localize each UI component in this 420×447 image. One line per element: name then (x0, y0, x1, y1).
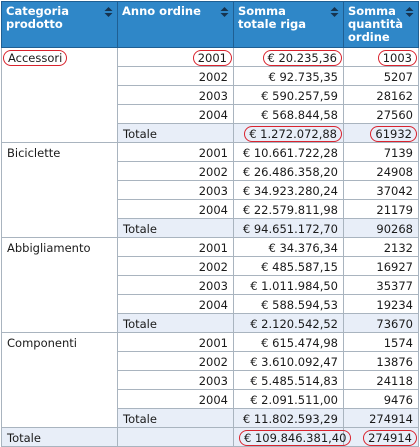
column-header-year[interactable]: Anno ordine (118, 2, 234, 48)
line-total-cell: € 92.735,35 (234, 67, 344, 86)
highlight-circle: € 109.846.381,40 (239, 430, 351, 446)
subtotal-line-total: € 1.272.072,88 (234, 124, 344, 143)
line-total-cell: € 22.579.811,98 (234, 200, 344, 219)
year-cell: 2001 (118, 48, 234, 67)
highlight-circle: Accessori (3, 50, 67, 66)
quantity-cell: 35377 (344, 276, 419, 295)
year-cell: 2004 (118, 390, 234, 409)
column-header-label: Anno ordine (122, 5, 229, 18)
quantity-cell: 1003 (344, 48, 419, 67)
quantity-cell: 24908 (344, 162, 419, 181)
year-cell: 2003 (118, 371, 234, 390)
year-cell: 2001 (118, 143, 234, 162)
line-total-cell: € 10.661.722,28 (234, 143, 344, 162)
quantity-cell: 21179 (344, 200, 419, 219)
subtotal-label: Totale (118, 314, 234, 333)
line-total-cell: € 5.485.514,83 (234, 371, 344, 390)
table-row: Componenti 2001 € 615.474,98 1574 (2, 333, 419, 352)
quantity-cell: 37042 (344, 181, 419, 200)
subtotal-line-total: € 94.651.172,70 (234, 219, 344, 238)
year-cell: 2002 (118, 352, 234, 371)
year-cell: 2001 (118, 333, 234, 352)
line-total-cell: € 590.257,59 (234, 86, 344, 105)
header-row: Categoria prodotto Anno ordine Somma tot… (2, 2, 419, 48)
grand-total-row: Totale € 109.846.381,40 274914 (2, 428, 419, 447)
sort-updown-icon[interactable] (330, 7, 339, 17)
quantity-cell: 19234 (344, 295, 419, 314)
year-cell: 2001 (118, 238, 234, 257)
grand-total-line-total: € 109.846.381,40 (234, 428, 344, 447)
highlight-circle: 61932 (370, 126, 417, 142)
pivot-body: Accessori 2001 € 20.235,36 1003 2002 € 92.735… (2, 48, 419, 447)
subtotal-quantity: 61932 (344, 124, 419, 143)
line-total-cell: € 485.587,15 (234, 257, 344, 276)
quantity-cell: 2132 (344, 238, 419, 257)
table-row: Abbigliamento 2001 € 34.376,34 2132 (2, 238, 419, 257)
line-total-cell: € 615.474,98 (234, 333, 344, 352)
subtotal-quantity: 90268 (344, 219, 419, 238)
sort-updown-icon[interactable] (405, 7, 414, 17)
quantity-cell: 1574 (344, 333, 419, 352)
year-cell: 2003 (118, 276, 234, 295)
year-cell: 2002 (118, 67, 234, 86)
column-header-category[interactable]: Categoria prodotto (2, 2, 118, 48)
table-row: Biciclette 2001 € 10.661.722,28 7139 (2, 143, 419, 162)
quantity-cell: 9476 (344, 390, 419, 409)
sort-updown-icon[interactable] (220, 7, 229, 17)
line-total-cell: € 3.610.092,47 (234, 352, 344, 371)
column-header-label: Somma totale riga (238, 5, 339, 31)
quantity-cell: 13876 (344, 352, 419, 371)
year-cell: 2003 (118, 86, 234, 105)
column-header-label: Categoria prodotto (6, 5, 113, 31)
highlight-circle: € 20.235,36 (263, 50, 343, 66)
line-total-cell: € 34.923.280,24 (234, 181, 344, 200)
quantity-cell: 27560 (344, 105, 419, 124)
sort-updown-icon[interactable] (104, 7, 113, 17)
year-cell: 2002 (118, 162, 234, 181)
quantity-cell: 24118 (344, 371, 419, 390)
highlight-circle: € 1.272.072,88 (244, 126, 342, 142)
subtotal-label: Totale (118, 124, 234, 143)
year-cell: 2002 (118, 257, 234, 276)
subtotal-label: Totale (118, 219, 234, 238)
quantity-cell: 7139 (344, 143, 419, 162)
grand-total-label: Totale (2, 428, 118, 447)
year-cell: 2004 (118, 200, 234, 219)
grand-total-empty (118, 428, 234, 447)
year-cell: 2004 (118, 105, 234, 124)
quantity-cell: 5207 (344, 67, 419, 86)
category-cell: Abbigliamento (2, 238, 118, 333)
line-total-cell: € 34.376,34 (234, 238, 344, 257)
subtotal-quantity: 274914 (344, 409, 419, 428)
line-total-cell: € 2.091.511,00 (234, 390, 344, 409)
year-cell: 2004 (118, 295, 234, 314)
line-total-cell: € 568.844,58 (234, 105, 344, 124)
quantity-cell: 16927 (344, 257, 419, 276)
subtotal-label: Totale (118, 409, 234, 428)
quantity-cell: 28162 (344, 86, 419, 105)
subtotal-line-total: € 11.802.593,29 (234, 409, 344, 428)
year-cell: 2003 (118, 181, 234, 200)
line-total-cell: € 588.594,53 (234, 295, 344, 314)
highlight-circle: 1003 (378, 50, 417, 66)
category-cell: Biciclette (2, 143, 118, 238)
line-total-cell: € 1.011.984,50 (234, 276, 344, 295)
category-cell: Accessori (2, 48, 118, 143)
highlight-circle: 274914 (363, 430, 417, 446)
subtotal-line-total: € 2.120.542,52 (234, 314, 344, 333)
column-header-line-total[interactable]: Somma totale riga (234, 2, 344, 48)
subtotal-quantity: 73670 (344, 314, 419, 333)
column-header-quantity[interactable]: Somma quantità ordine (344, 2, 419, 48)
highlight-circle: 2001 (193, 50, 232, 66)
category-cell: Componenti (2, 333, 118, 428)
grand-total-quantity: 274914 (344, 428, 419, 447)
line-total-cell: € 26.486.358,20 (234, 162, 344, 181)
line-total-cell: € 20.235,36 (234, 48, 344, 67)
table-row: Accessori 2001 € 20.235,36 1003 (2, 48, 419, 67)
